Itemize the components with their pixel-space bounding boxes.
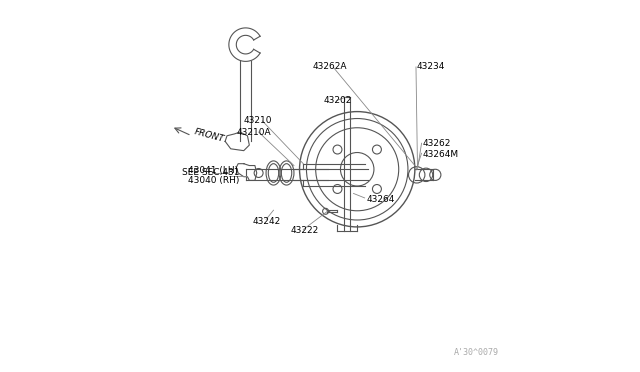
Text: 43242: 43242 <box>253 217 282 226</box>
Text: FRONT: FRONT <box>193 128 225 144</box>
Text: 43222: 43222 <box>291 226 319 235</box>
Text: 43040 (RH): 43040 (RH) <box>188 176 239 185</box>
Text: 43262: 43262 <box>422 139 451 148</box>
Text: 43202: 43202 <box>324 96 352 105</box>
Text: 43262A: 43262A <box>312 62 347 71</box>
Text: 43210A: 43210A <box>236 128 271 137</box>
Text: SEE SEC.431: SEE SEC.431 <box>182 169 240 177</box>
Text: 43210: 43210 <box>244 116 272 125</box>
Text: 43264: 43264 <box>367 195 395 203</box>
Text: 43234: 43234 <box>417 62 445 71</box>
Text: 43264M: 43264M <box>422 150 458 159</box>
Text: 43041 (LH): 43041 (LH) <box>188 166 238 175</box>
Text: A'30^0079: A'30^0079 <box>454 348 499 357</box>
